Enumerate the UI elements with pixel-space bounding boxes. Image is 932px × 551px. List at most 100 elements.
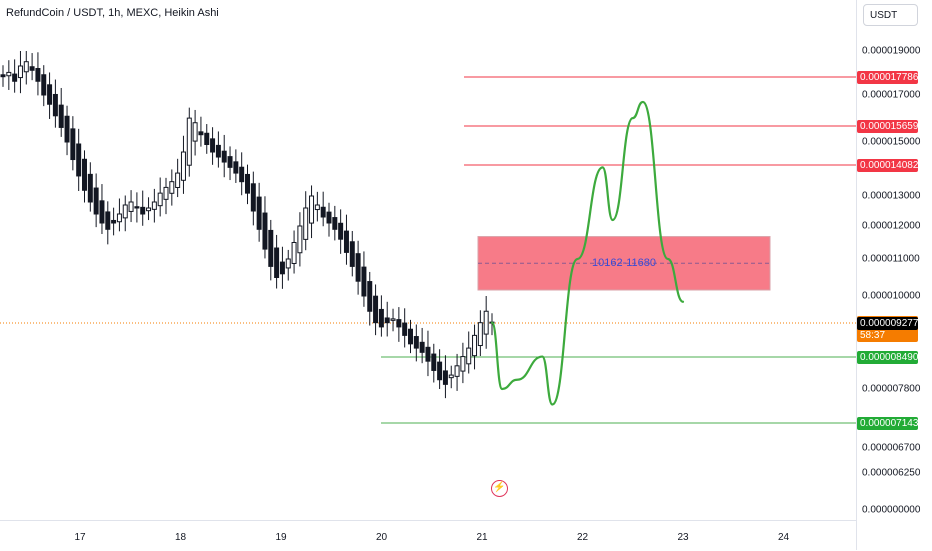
candle-body <box>274 247 280 278</box>
candle-body <box>105 211 111 230</box>
price-tick-label: 0.000015000 <box>862 136 921 148</box>
candle-body <box>233 161 239 174</box>
candle-body <box>6 71 12 77</box>
candle-body <box>192 122 198 142</box>
candle-body <box>76 143 82 177</box>
candle-body <box>151 201 157 210</box>
flash-icon[interactable]: ⚡ <box>491 480 508 497</box>
candle-body <box>47 84 53 105</box>
candle-body <box>303 207 309 240</box>
candle-body <box>460 356 466 372</box>
candle-body <box>332 217 338 230</box>
time-tick-label: 19 <box>275 532 287 543</box>
candle-body <box>82 158 87 191</box>
candle-body <box>437 361 443 381</box>
candle-body <box>87 173 93 203</box>
time-tick-label: 21 <box>476 532 488 543</box>
candle-body <box>291 242 297 264</box>
price-axis[interactable] <box>856 0 932 550</box>
price-tick-label: 0.000017000 <box>862 89 921 101</box>
candle-body <box>99 200 105 224</box>
candle-body <box>0 74 6 78</box>
candle-body <box>198 131 204 136</box>
candle-body <box>58 104 64 128</box>
candle-body <box>163 186 169 200</box>
target-zone-label: 10162-11680 <box>591 257 657 270</box>
price-tick-label: 0.000012000 <box>862 220 921 232</box>
time-tick-label: 23 <box>677 532 689 543</box>
candle-body <box>93 187 99 215</box>
candle-body <box>314 204 320 211</box>
currency-selector[interactable]: USDT <box>863 4 918 26</box>
candle-body <box>116 213 122 223</box>
time-tick-label: 17 <box>74 532 86 543</box>
candle-body <box>367 281 373 312</box>
candle-body <box>320 206 326 218</box>
candle-body <box>472 334 478 357</box>
candle-body <box>157 192 163 207</box>
candle-body <box>309 195 315 224</box>
candle-body <box>355 253 361 282</box>
candle-body <box>390 318 396 321</box>
candle-body <box>442 370 448 385</box>
price-tick-label: 0.000011000 <box>862 253 920 265</box>
projection-path[interactable] <box>490 100 685 406</box>
time-tick-label: 24 <box>777 532 790 543</box>
price-tick-label: 0.000013000 <box>862 190 921 202</box>
candle-body <box>268 229 274 267</box>
candle-body <box>239 166 245 183</box>
price-label: 0.000009277 <box>857 317 918 331</box>
price-tick-label: 0.000000000 <box>862 504 921 516</box>
candle-body <box>210 138 216 153</box>
candle-body <box>29 66 35 71</box>
candle-body <box>128 201 134 212</box>
price-label: 0.000007143 <box>857 416 918 430</box>
candle-body <box>41 74 47 96</box>
time-axis[interactable] <box>0 520 856 551</box>
candle-body <box>262 212 268 250</box>
candle-body <box>419 341 425 353</box>
candle-body <box>221 150 227 163</box>
candle-body <box>297 225 303 254</box>
candle-body <box>402 322 408 336</box>
candle-body <box>111 219 117 224</box>
candle-body <box>134 206 140 209</box>
candle-body <box>245 173 250 194</box>
candle-body <box>285 258 291 269</box>
time-tick-label: 20 <box>375 532 388 543</box>
candle-body <box>466 347 472 365</box>
candle-body <box>343 230 349 253</box>
candle-body <box>483 310 489 335</box>
target-zone[interactable] <box>477 236 771 291</box>
candle-body <box>35 68 41 82</box>
candle-body <box>70 128 76 161</box>
time-tick-label: 22 <box>576 532 589 543</box>
candle-body <box>215 144 221 158</box>
price-chart[interactable] <box>0 0 856 520</box>
candle-body <box>140 206 146 215</box>
candle-body <box>396 319 402 328</box>
candle-body <box>279 261 285 275</box>
candle-body <box>146 207 152 212</box>
candle-body <box>326 211 332 224</box>
price-tick-label: 0.000006250 <box>862 467 921 479</box>
price-tick-label: 0.000007800 <box>862 383 921 395</box>
candle-body <box>454 365 460 377</box>
candle-body <box>477 322 483 347</box>
price-tick-label: 0.000019000 <box>862 45 921 57</box>
candle-body <box>169 181 175 194</box>
candle-body <box>373 295 379 324</box>
candle-body <box>23 61 29 73</box>
price-tick-label: 0.000010000 <box>862 290 921 302</box>
candle-body <box>12 73 18 82</box>
candle-body <box>425 346 431 362</box>
candle-body <box>413 336 419 349</box>
candle-body <box>180 151 186 181</box>
candle-body <box>408 328 413 345</box>
candle-body <box>186 117 192 166</box>
candle-body <box>378 308 384 328</box>
price-tick-label: 0.000006700 <box>862 442 921 454</box>
candle-body <box>175 172 181 188</box>
price-label: 0.000015659 <box>857 119 918 133</box>
price-label: 0.000008490 <box>857 350 918 364</box>
